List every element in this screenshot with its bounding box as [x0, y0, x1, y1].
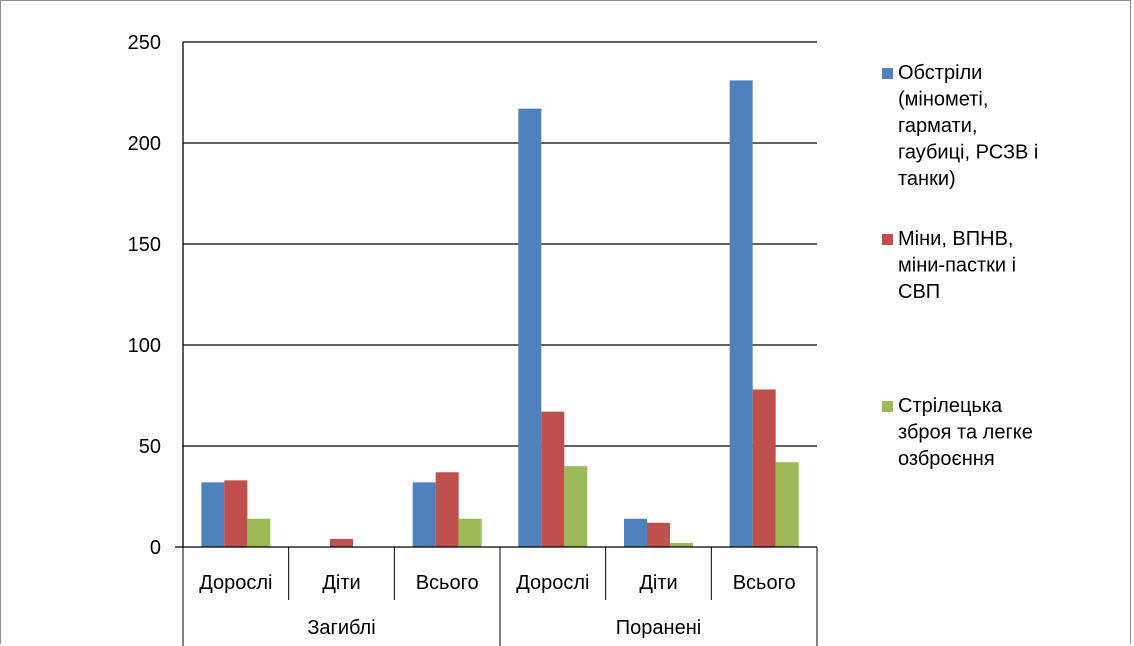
bars: [201, 80, 799, 547]
legend-swatch: [882, 234, 893, 245]
y-tick-label: 200: [128, 133, 161, 155]
legend-label: (мінометі,: [898, 89, 988, 111]
y-tick-label: 150: [128, 234, 161, 256]
y-axis: 0 50 100 150 200 250: [128, 32, 184, 559]
category-label: Діти: [322, 572, 360, 594]
bar: [729, 80, 753, 547]
y-tick-label: 0: [150, 537, 161, 559]
legend-label: Міни, ВПНВ,: [898, 228, 1014, 250]
legend-swatch: [882, 401, 893, 412]
bar: [412, 482, 436, 547]
bar: [775, 462, 799, 547]
legend-label: СВП: [898, 281, 940, 303]
bar: [435, 472, 459, 547]
legend: Обстріли (мінометі, гармати, гаубиці, РСЗВ …: [882, 62, 1038, 470]
legend-label: гармати,: [898, 115, 977, 137]
bar: [224, 480, 248, 547]
category-label: Всього: [733, 572, 796, 594]
legend-label: танки): [898, 168, 956, 190]
y-tick-label: 50: [139, 436, 161, 458]
bar: [330, 538, 353, 547]
bar: [518, 108, 542, 547]
bar: [458, 518, 482, 547]
group-label: Поранені: [616, 617, 701, 639]
bar: [541, 411, 565, 547]
bar: [752, 389, 776, 547]
x-axis: Дорослі Діти Всього Дорослі Діти Всього Загибл…: [175, 546, 818, 646]
legend-label: міни-пастки і: [898, 255, 1016, 277]
legend-label: Стрілецька: [898, 395, 1003, 417]
bar: [647, 522, 670, 547]
category-label: Дорослі: [516, 572, 589, 594]
legend-swatch: [882, 68, 893, 79]
bar: [201, 482, 225, 547]
legend-label: Обстріли: [898, 62, 982, 84]
gridlines: [183, 41, 817, 447]
bar: [670, 542, 693, 547]
legend-label: озброєння: [898, 448, 995, 470]
bar: [624, 518, 647, 547]
legend-label: гаубиці, РСЗВ і: [898, 142, 1038, 164]
y-tick-label: 250: [128, 32, 161, 54]
y-tick-label: 100: [128, 335, 161, 357]
category-label: Дорослі: [199, 572, 272, 594]
bar: [247, 518, 271, 547]
category-label: Всього: [416, 572, 479, 594]
bar: [564, 466, 588, 547]
category-label: Діти: [639, 572, 677, 594]
group-label: Загиблі: [307, 617, 375, 639]
legend-label: зброя та легке: [898, 422, 1033, 444]
